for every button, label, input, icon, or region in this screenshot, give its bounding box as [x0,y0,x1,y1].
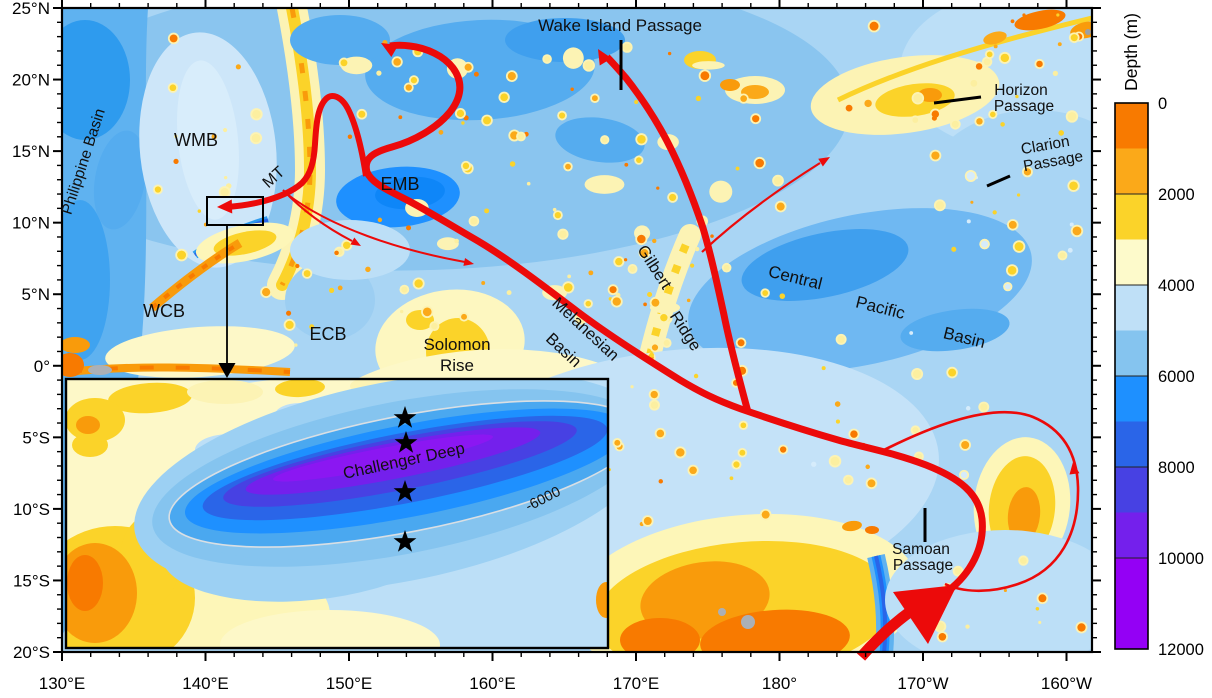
inset-bathymetry [66,379,608,648]
depth-colorbar: 0 2000 4000 6000 8000 10000 12000 Depth (m) [1114,13,1204,659]
colorbar-tick-4000: 4000 [1158,277,1195,295]
station-star-3 [393,480,417,502]
x-axis-label-4: 170°E [613,674,660,693]
marker-line-clarion-passage-1 [986,174,1011,188]
current-path-mt-thin-2 [286,193,466,263]
station-star-1 [393,406,417,428]
colorbar-segments [1115,103,1148,650]
x-axis-label-7: 160°W [1041,674,1092,693]
colorbar-segment-2 [1115,194,1148,240]
colorbar-segment-3 [1115,239,1148,286]
current-arrowhead-samoan-loop [1069,462,1080,475]
map-frame [60,6,1094,654]
current-path-northeast-thin [701,162,821,253]
inset-frame [64,377,610,650]
current-path-wake-branch [604,54,752,413]
marker-line-horizon-passage-1 [933,95,982,105]
x-axis-label-3: 160°E [469,674,516,693]
y-axis-label-2: 15°N [12,142,50,161]
map-label-solomon-rise-1: Solomon [423,335,490,354]
y-axis-label-4: 5°N [21,285,50,304]
colorbar-segment-1 [1115,148,1148,195]
map-label-ecb: ECB [309,324,346,344]
y-axis-label-3: 10°N [12,214,50,233]
colorbar-segment-7 [1115,421,1148,468]
colorbar-title: Depth (m) [1121,13,1141,91]
map-axes: 130°E 140°E 150°E 160°E 170°E 180° 170°W 160°W 2… [12,0,1101,693]
map-label-horizon-passage-2: Passage [994,98,1054,115]
current-arrowhead-main [893,585,957,644]
map-label-samoan-passage-2: Passage [893,557,953,574]
study-site-box [206,196,264,226]
colorbar-segment-11 [1115,603,1148,650]
y-axis-label-5: 0° [34,357,50,376]
map-label-wmb: WMB [174,130,218,150]
current-arrowhead-northwest [381,43,399,58]
station-star-2 [394,431,418,453]
colorbar-tick-0: 0 [1158,95,1167,113]
x-axis-label-2: 150°E [326,674,373,693]
x-axis-label-5: 180° [762,674,797,693]
colorbar-tick-2000: 2000 [1158,186,1195,204]
current-arrowhead-mariana [217,199,233,214]
sampling-station-stars [393,406,418,552]
map-label-wake-island-passage: Wake Island Passage [538,16,702,35]
y-axis-label-9: 20°S [13,643,50,662]
axis-tick-labels: 130°E 140°E 150°E 160°E 170°E 180° 170°W 160°W 2… [12,0,1092,693]
x-axis-label-1: 140°E [182,674,229,693]
current-arrowhead-wake [598,49,612,66]
passage-marker-lines [619,40,1011,542]
x-axis-label-6: 170°W [897,674,948,693]
colorbar-segment-0 [1115,103,1148,149]
site-annotations [206,196,264,378]
map-label-solomon-rise-2: Rise [440,356,474,375]
current-path-mariana-branch [226,93,369,210]
colorbar-segment-10 [1115,558,1148,604]
colorbar-segment-5 [1115,330,1148,377]
current-arrowhead-mt-thin-1 [350,237,361,246]
y-axis-label-8: 15°S [13,571,50,590]
colorbar-segment-8 [1115,467,1148,513]
current-arrows [217,41,1080,661]
colorbar-segment-6 [1115,376,1148,422]
map-label-emb: EMB [380,174,419,194]
colorbar-tick-8000: 8000 [1158,459,1195,477]
y-axis-label-1: 20°N [12,71,50,90]
colorbar-tick-labels: 0 2000 4000 6000 8000 10000 12000 [1158,95,1204,659]
colorbar-segment-4 [1115,285,1148,331]
current-path-samoan-loop [879,410,1080,593]
colorbar-tick-6000: 6000 [1158,368,1195,386]
station-star-4 [393,530,417,552]
colorbar-segment-9 [1115,512,1148,559]
y-axis-label-7: 10°S [13,500,50,519]
colorbar-tick-12000: 12000 [1158,641,1204,659]
colorbar-tick-10000: 10000 [1158,550,1204,568]
map-label-wcb: WCB [143,301,185,321]
inset-map: Challenger Deep-6000 [64,377,610,650]
y-axis-label-0: 25°N [12,0,50,18]
map-label-samoan-passage-1: Samoan [892,541,950,558]
current-arrowhead-mt-thin-2 [463,258,474,266]
x-axis-label-0: 130°E [39,674,86,693]
inset-pointer-arrowhead [218,363,236,378]
colorbar-frame [1114,102,1149,650]
bathymetry-map [62,8,1092,652]
current-arrowhead-northeast-thin [818,157,830,167]
map-label-horizon-passage-1: Horizon [994,82,1047,99]
current-path-main [362,41,986,594]
y-axis-label-6: 5°S [22,428,50,447]
